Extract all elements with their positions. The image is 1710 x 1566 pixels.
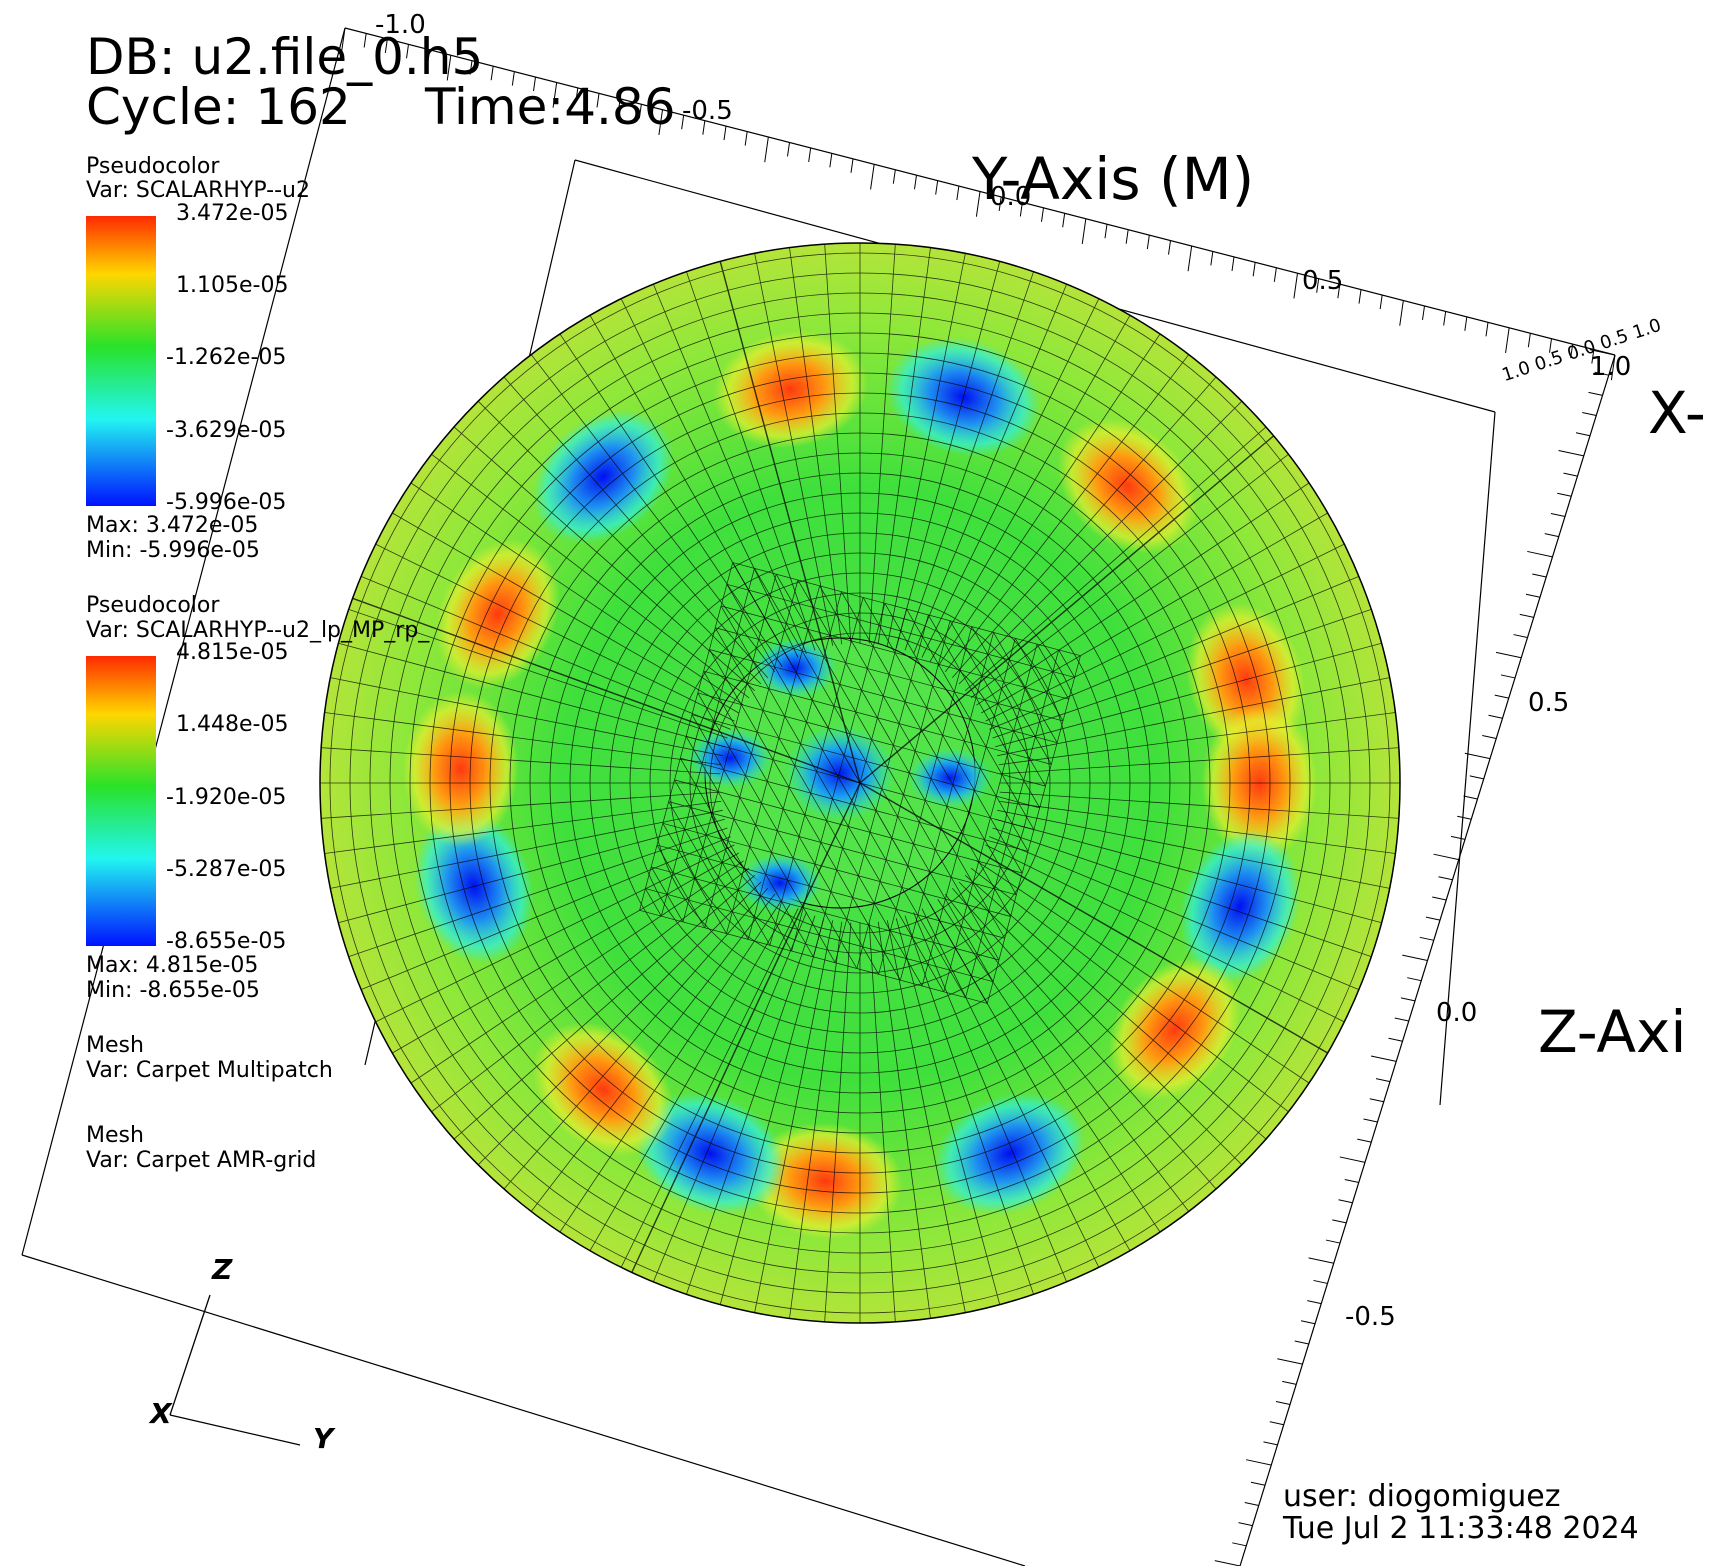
pseudocolor-disc [319,242,1401,1324]
triad-x-label: X [150,1397,172,1430]
mesh2-plot-type: Mesh [86,1123,144,1148]
y-axis-title: Y-Axis (M) [972,145,1255,213]
legend1-tick: -3.629e-05 [166,418,287,443]
legend2-tick: 4.815e-05 [176,640,289,665]
y-tick-label: 0.0 [990,182,1032,212]
cold-spot [753,638,837,698]
cold-region [1179,830,1301,983]
y-tick-label: 1.0 [1590,352,1632,382]
legend2-tick: -5.287e-05 [166,857,287,882]
date-label: Tue Jul 2 11:33:48 2024 [1283,1511,1639,1546]
legend2-tick: -8.655e-05 [166,929,287,954]
mesh1-plot-type: Mesh [86,1033,144,1058]
legend1-tick: -1.262e-05 [166,345,287,370]
mesh2-var: Var: Carpet AMR-grid [86,1148,317,1173]
orientation-triad [169,1294,301,1446]
legend2-tick: 1.448e-05 [176,712,289,737]
cold-region [532,409,674,544]
hot-region [402,691,519,848]
legend1-max: Max: 3.472e-05 [86,513,259,538]
legend2-max: Max: 4.815e-05 [86,953,259,978]
y-tick-label: -0.5 [682,96,733,126]
x-axis-title: X- [1648,379,1706,447]
z-tick-label: 0.5 [1528,688,1570,718]
cold-region [934,1092,1086,1215]
hot-region [532,1022,674,1157]
cold-spot [785,725,895,821]
z-tick-label: -0.5 [1345,1302,1396,1332]
y-tick-label: -1.0 [375,10,426,40]
mesh1-var: Var: Carpet Multipatch [86,1058,333,1083]
legend1-var: Var: SCALARHYP--u2 [86,178,310,203]
triad-y-label: Y [313,1422,334,1455]
axis-ticks [340,27,1616,1566]
user-label: user: diogomiguez [1283,1479,1561,1514]
y-tick-label: 0.5 [1302,266,1344,296]
legend1-plot-type: Pseudocolor [86,154,220,179]
cold-spot [738,853,822,913]
cold-spot [908,748,992,808]
legend2-tick: -1.920e-05 [166,785,287,810]
amr-grid [639,562,1081,1004]
legend2-var: Var: SCALARHYP--u2_lp_MP_rp_ [86,618,430,643]
z-tick-label: 0.0 [1436,998,1478,1028]
time-label: Time:4.86 [425,78,676,136]
hot-region [1057,418,1198,554]
cycle-label: Cycle: 162 [86,78,351,136]
legend1-tick: 1.105e-05 [176,273,289,298]
hot-region [713,330,869,449]
triad-z-label: Z [212,1253,233,1286]
colorbar-u2-lp-mp-rp [86,656,156,946]
legend1-tick: -5.996e-05 [166,490,287,515]
legend2-min: Min: -8.655e-05 [86,978,260,1003]
z-axis-title: Z-Axi [1538,998,1687,1066]
legend1-min: Min: -5.996e-05 [86,538,260,563]
legend2-plot-type: Pseudocolor [86,593,220,618]
colorbar-u2 [86,216,156,506]
database-label: DB: u2.file_0.h5 [86,28,484,86]
legend1-tick: 3.472e-05 [176,201,289,226]
